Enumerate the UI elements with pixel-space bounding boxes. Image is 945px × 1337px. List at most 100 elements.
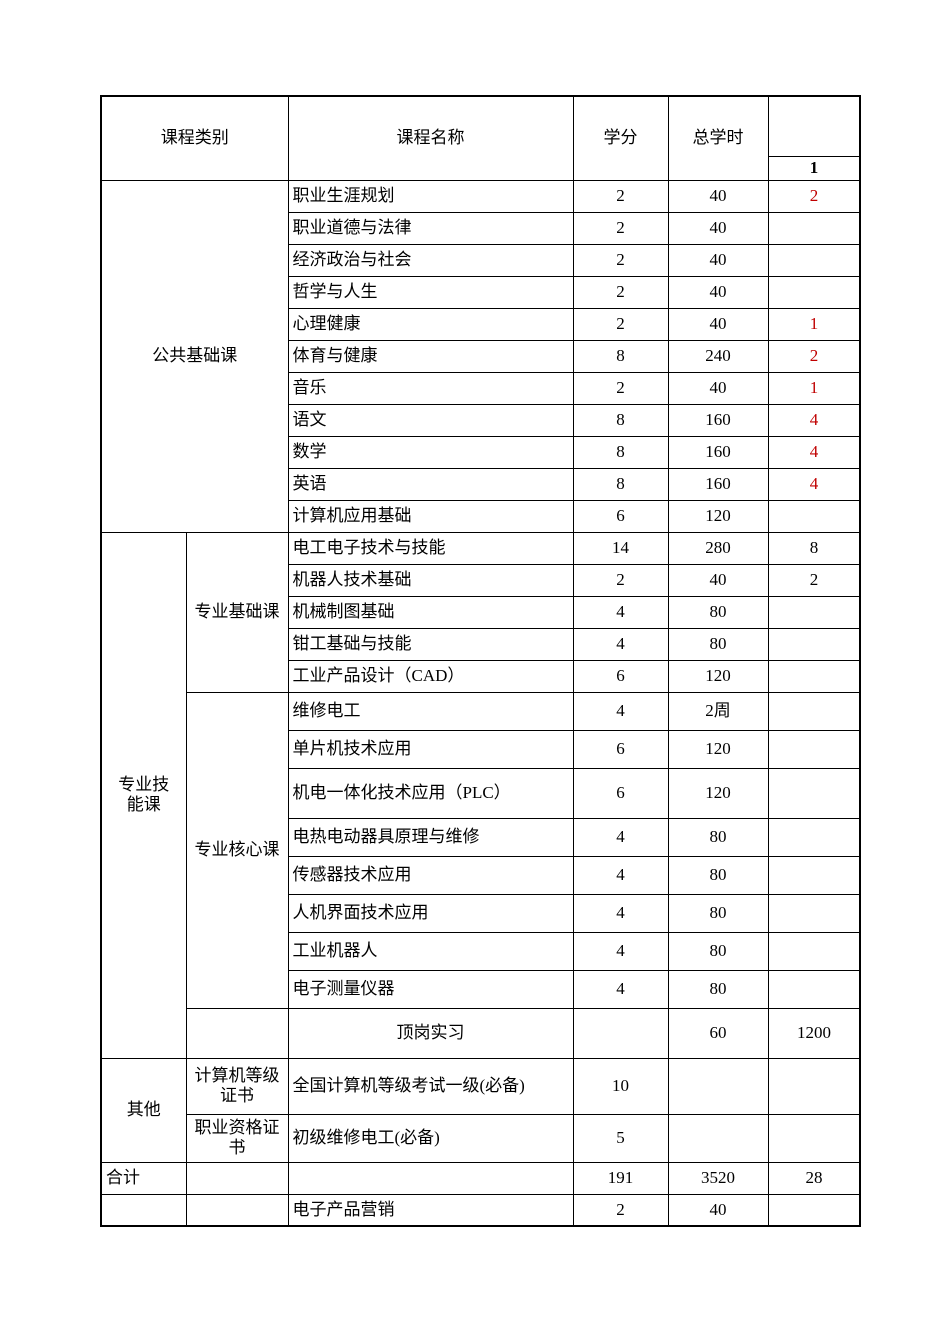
hours: 40 [668,372,768,404]
course-name [288,1162,573,1194]
hours [668,1058,768,1114]
sem1 [768,212,860,244]
col-sem-blank [768,96,860,156]
credits: 6 [573,500,668,532]
subcat-job-cert: 职业资格证书 [186,1114,288,1162]
table-row: 其他 计算机等级证书 全国计算机等级考试一级(必备) 10 [101,1058,860,1114]
course-name: 传感器技术应用 [288,856,573,894]
table-row: 专业技 能课 专业基础课 电工电子技术与技能 14 280 8 [101,532,860,564]
credits: 8 [573,468,668,500]
credits: 14 [573,532,668,564]
hours: 80 [668,894,768,932]
sem1: 4 [768,404,860,436]
sem1 [768,970,860,1008]
hours: 120 [668,768,768,818]
course-name: 英语 [288,468,573,500]
sem1: 1 [768,308,860,340]
col-hours: 总学时 [668,96,768,180]
credits: 8 [573,340,668,372]
sem1 [768,1058,860,1114]
subcat-internship: 顶岗实习 [288,1008,573,1058]
sem1 [768,628,860,660]
credits: 8 [573,436,668,468]
credits: 2 [573,372,668,404]
course-name: 初级维修电工(必备) [288,1114,573,1162]
curriculum-page: 课程类别 课程名称 学分 总学时 1 公共基础课 职业生涯规划 2 40 2 职… [0,0,945,1327]
col-sem1: 1 [768,156,860,180]
course-name: 电子测量仪器 [288,970,573,1008]
subcat-prof-basic: 专业基础课 [186,532,288,692]
table-row: 顶岗实习 60 1200 [101,1008,860,1058]
sem1 [768,500,860,532]
category-blank [186,1008,288,1058]
credits: 4 [573,856,668,894]
credits: 5 [573,1114,668,1162]
curriculum-table: 课程类别 课程名称 学分 总学时 1 公共基础课 职业生涯规划 2 40 2 职… [100,95,861,1227]
hours: 2周 [668,692,768,730]
subcat-prof-core: 专业核心课 [186,692,288,1008]
sem1: 4 [768,436,860,468]
course-name: 电热电动器具原理与维修 [288,818,573,856]
sem1: 2 [768,564,860,596]
hours [668,1114,768,1162]
course-name: 语文 [288,404,573,436]
hours: 160 [668,468,768,500]
course-name [573,1008,668,1058]
hours: 80 [668,856,768,894]
sem1 [768,1194,860,1226]
course-name: 全国计算机等级考试一级(必备) [288,1058,573,1114]
credits: 4 [573,894,668,932]
course-name: 数学 [288,436,573,468]
credits: 2 [573,276,668,308]
hours: 80 [668,628,768,660]
hours: 40 [668,180,768,212]
subcat-comp-cert: 计算机等级证书 [186,1058,288,1114]
sem1 [768,1114,860,1162]
table-row-total: 合计 191 3520 28 [101,1162,860,1194]
credits: 10 [573,1058,668,1114]
sem1 [768,894,860,932]
header-row: 课程类别 课程名称 学分 总学时 [101,96,860,156]
table-row: 职业资格证书 初级维修电工(必备) 5 [101,1114,860,1162]
hours: 160 [668,436,768,468]
course-name: 体育与健康 [288,340,573,372]
course-name: 工业机器人 [288,932,573,970]
course-name: 职业生涯规划 [288,180,573,212]
course-name: 计算机应用基础 [288,500,573,532]
sem1 [768,660,860,692]
category-other: 其他 [101,1058,186,1162]
sem1 [768,932,860,970]
course-name: 机器人技术基础 [288,564,573,596]
sem1 [768,730,860,768]
hours: 40 [668,212,768,244]
credits: 4 [573,932,668,970]
blank [186,1194,288,1226]
hours: 40 [668,308,768,340]
hours: 3520 [668,1162,768,1194]
category-total: 合计 [101,1162,186,1194]
course-name: 工业产品设计（CAD） [288,660,573,692]
sem1 [768,692,860,730]
hours: 40 [668,564,768,596]
hours: 280 [668,532,768,564]
sem1 [768,856,860,894]
blank [101,1194,186,1226]
credits: 60 [668,1008,768,1058]
course-name: 电子产品营销 [288,1194,573,1226]
credits: 4 [573,628,668,660]
credits: 2 [573,180,668,212]
sem1: 4 [768,468,860,500]
credits: 4 [573,692,668,730]
sem1 [768,768,860,818]
hours: 40 [668,1194,768,1226]
table-row: 电子产品营销 2 40 [101,1194,860,1226]
credits: 2 [573,1194,668,1226]
credits: 191 [573,1162,668,1194]
credits: 2 [573,308,668,340]
sem1: 2 [768,180,860,212]
credits: 4 [573,970,668,1008]
course-name: 心理健康 [288,308,573,340]
hours: 80 [668,596,768,628]
sem1 [768,818,860,856]
table-row: 专业核心课 维修电工 4 2周 [101,692,860,730]
